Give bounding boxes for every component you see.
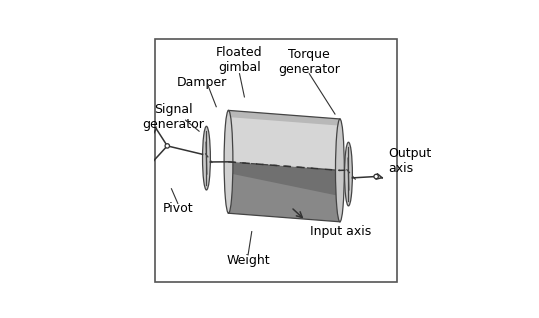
Ellipse shape	[344, 142, 353, 206]
Text: Input axis: Input axis	[310, 225, 371, 238]
Circle shape	[165, 144, 169, 148]
Text: Pivot: Pivot	[162, 202, 193, 215]
Text: Signal
generator: Signal generator	[142, 102, 204, 130]
Polygon shape	[229, 162, 340, 222]
Text: Torque
generator: Torque generator	[278, 48, 340, 76]
Ellipse shape	[335, 119, 344, 222]
Ellipse shape	[203, 126, 210, 190]
Polygon shape	[229, 110, 340, 126]
Text: Floated
gimbal: Floated gimbal	[216, 45, 263, 73]
Circle shape	[374, 174, 378, 179]
Text: Damper: Damper	[176, 76, 227, 89]
Polygon shape	[229, 110, 340, 170]
Text: Weight: Weight	[226, 254, 270, 267]
Text: Output
axis: Output axis	[389, 147, 432, 175]
Polygon shape	[229, 162, 340, 196]
Ellipse shape	[224, 110, 233, 213]
